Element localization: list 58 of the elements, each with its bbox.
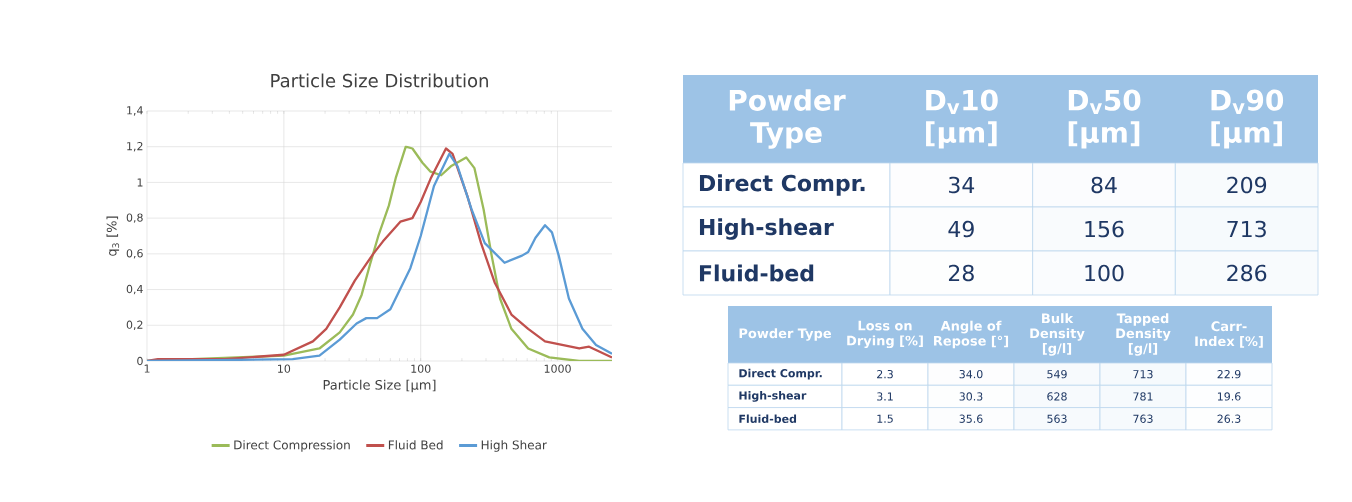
x-tick-label: Angle of Repose [°] [934,320,1009,349]
data-label: 35.6 [959,414,983,423]
y-tick-label: 0,2 [126,320,143,330]
data-label: 156 [1085,220,1124,238]
y-axis-title: Powder Type [739,328,832,341]
y-tick-label: 1,2 [127,141,143,152]
x-tick-label: D$_{v}$10 [μm] [926,89,998,149]
y-tick-label: Direct Compr. [699,174,865,196]
legend-label: Fluid Bed [388,440,443,450]
y-tick-label: 1,4 [127,106,143,116]
y-tick-label: High-shear [699,218,834,240]
x-tick-label: Carr-Index [%] [1195,321,1263,348]
chart-title: Particle Size Distribution [271,73,488,88]
data-label: 34.0 [959,369,983,379]
x-tick-label: 100 [411,364,431,373]
data-label: 781 [1133,392,1153,401]
y-tick-label: 0,6 [126,249,143,259]
data-label: 22.9 [1217,369,1241,379]
x-axis-title: Particle Size [µm] [323,379,436,393]
y-axis-title: q$_{3}$ [%] [106,216,120,256]
x-tick-label: Loss on Drying [%] [847,320,923,349]
data-label: 1.5 [877,414,893,423]
y-tick-label: 1 [137,178,143,187]
y-axis-title: Powder Type [729,89,846,149]
data-label: 713 [1133,369,1153,379]
data-label: 30.3 [959,392,983,401]
data-label: 628 [1047,392,1067,401]
data-label: 209 [1227,176,1267,194]
data-label: 34 [949,176,975,194]
data-label: 100 [1085,264,1124,282]
data-label: 28 [948,264,974,282]
x-tick-label: 1000 [544,364,571,373]
y-tick-label: Fluid-bed [739,414,797,423]
x-tick-label: Tapped Density [g/l] [1116,313,1171,356]
data-label: 563 [1047,414,1067,423]
x-tick-label: 1 [144,364,150,373]
x-tick-label: D$_{v}$90 [μm] [1211,89,1284,149]
y-tick-label: High-shear [739,391,807,402]
data-label: 286 [1227,264,1267,282]
data-label: 3.1 [877,392,893,401]
x-tick-label: 10 [278,364,291,373]
y-tick-label: 0 [137,356,143,366]
x-tick-label: D$_{v}$50 [μm] [1068,89,1141,149]
data-label: 19.6 [1217,392,1241,401]
x-tick-label: Bulk Density [g/l] [1030,313,1085,356]
legend-label: Direct Compression [234,440,350,452]
data-label: 26.3 [1217,414,1241,423]
data-label: 763 [1133,414,1153,423]
y-tick-label: Direct Compr. [739,368,822,380]
data-label: 713 [1227,220,1266,238]
y-tick-label: Fluid-bed [699,264,814,282]
data-label: 549 [1047,369,1067,379]
data-label: 49 [948,220,974,238]
data-label: 2.3 [877,369,893,379]
y-tick-label: 0,4 [126,284,143,295]
legend-label: High Shear [481,440,547,452]
y-tick-label: 0,8 [126,213,143,223]
data-label: 84 [1091,176,1117,194]
